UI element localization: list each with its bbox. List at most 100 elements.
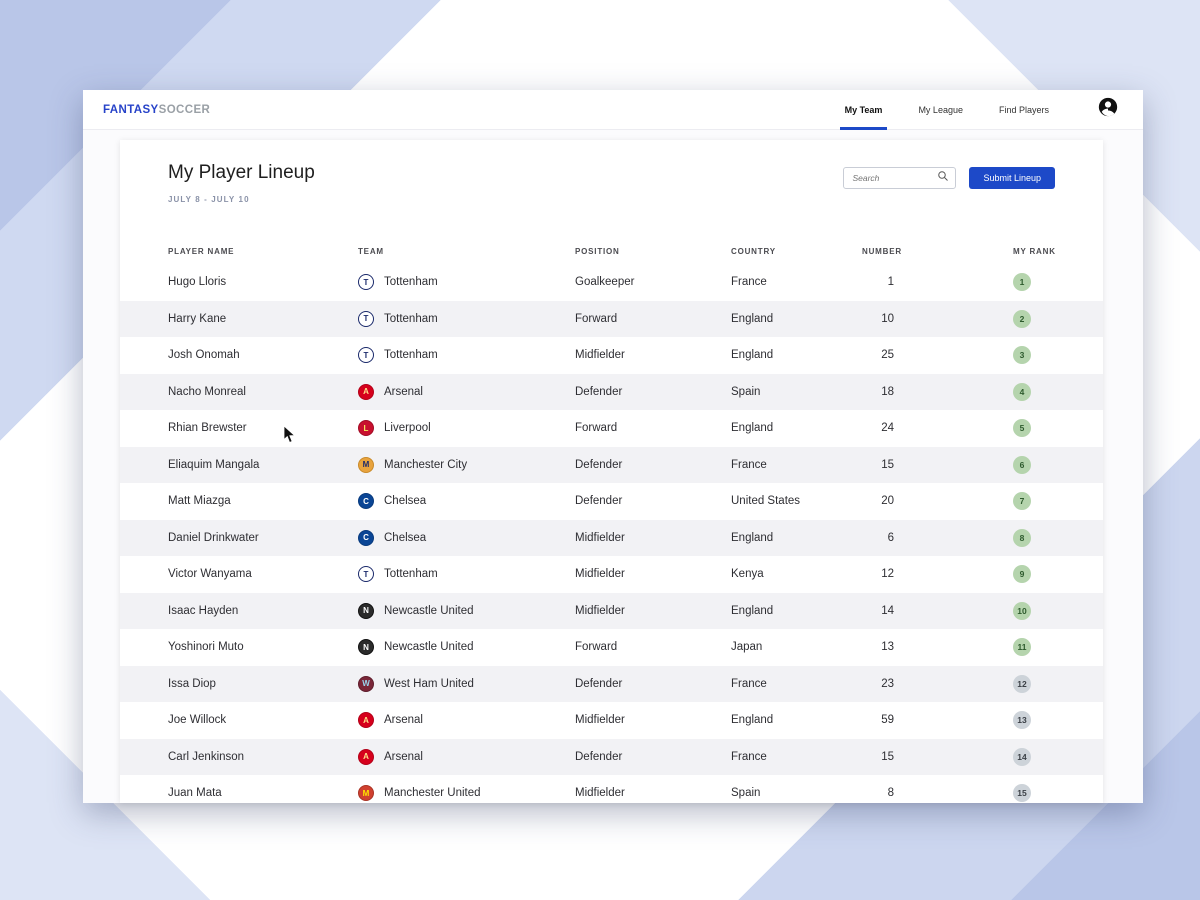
player-number: 24 (881, 422, 894, 435)
tottenham-crest-icon: T (358, 566, 374, 583)
team-name: Liverpool (384, 422, 431, 435)
table-row[interactable]: Victor Wanyama T Tottenham Midfielder Ke… (120, 556, 1103, 593)
player-position: Forward (575, 641, 618, 654)
west-ham-united-crest-icon: W (358, 675, 374, 692)
page-title: My Player Lineup (168, 162, 315, 183)
column-header-player-name: PLAYER NAME (168, 246, 235, 256)
search-input[interactable] (850, 172, 938, 184)
player-country: England (731, 422, 774, 435)
rank-badge: 6 (1013, 455, 1031, 474)
player-country: England (731, 604, 774, 617)
chelsea-crest-icon: C (358, 493, 374, 510)
nav-item-my-league[interactable]: My League (918, 90, 963, 130)
team-name: West Ham United (384, 677, 474, 690)
player-name: Isaac Hayden (168, 604, 239, 617)
main-nav: My Team My League Find Players (839, 90, 1119, 130)
liverpool-crest-icon: L (358, 420, 374, 437)
team-name: Newcastle United (384, 604, 474, 617)
team-name: Tottenham (384, 312, 438, 325)
player-number: 1 (887, 276, 894, 289)
player-country: France (731, 458, 767, 471)
team-name: Manchester City (384, 458, 468, 471)
table-row[interactable]: Juan Mata M Manchester United Midfielder… (120, 775, 1103, 803)
team-name: Arsenal (384, 714, 423, 727)
table-row[interactable]: Harry Kane T Tottenham Forward England 1… (120, 300, 1103, 337)
column-header-position: POSITION (575, 246, 620, 256)
table-row[interactable]: Rhian Brewster L Liverpool Forward Engla… (120, 410, 1103, 447)
app-window: FANTASYSOCCER My Team My League Find Pla… (83, 90, 1143, 803)
team-name: Manchester United (384, 787, 481, 800)
player-position: Midfielder (575, 714, 625, 727)
search-box[interactable] (843, 167, 957, 189)
table-row[interactable]: Carl Jenkinson A Arsenal Defender France… (120, 738, 1103, 775)
logo-part-fantasy: FANTASY (103, 103, 159, 116)
arsenal-crest-icon: A (358, 712, 374, 729)
player-number: 15 (881, 458, 894, 471)
rank-badge: 11 (1013, 638, 1031, 657)
column-header-my-rank: MY RANK (1013, 246, 1056, 256)
player-name: Carl Jenkinson (168, 750, 245, 763)
table-row[interactable]: Daniel Drinkwater C Chelsea Midfielder E… (120, 519, 1103, 556)
app-logo: FANTASYSOCCER (103, 104, 210, 116)
newcastle-united-crest-icon: N (358, 602, 374, 619)
player-position: Midfielder (575, 787, 625, 800)
rank-badge: 4 (1013, 382, 1031, 401)
player-name: Nacho Monreal (168, 385, 246, 398)
nav-item-find-players[interactable]: Find Players (999, 90, 1049, 130)
nav-item-my-team[interactable]: My Team (839, 90, 888, 130)
rank-badge: 8 (1013, 528, 1031, 547)
lineup-table: PLAYER NAME TEAM POSITION COUNTRY NUMBER… (120, 238, 1103, 803)
team-name: Tottenham (384, 276, 438, 289)
chelsea-crest-icon: C (358, 529, 374, 546)
table-header-row: PLAYER NAME TEAM POSITION COUNTRY NUMBER… (120, 238, 1103, 264)
player-number: 23 (881, 677, 894, 690)
table-body: Hugo Lloris T Tottenham Goalkeeper Franc… (120, 264, 1103, 803)
player-number: 18 (881, 385, 894, 398)
player-name: Harry Kane (168, 312, 227, 325)
player-number: 14 (881, 604, 894, 617)
search-icon (937, 169, 949, 187)
nav-label: Find Players (998, 104, 1049, 115)
tottenham-crest-icon: T (358, 347, 374, 364)
player-position: Forward (575, 312, 618, 325)
rank-badge: 13 (1013, 711, 1031, 730)
table-row[interactable]: Joe Willock A Arsenal Midfielder England… (120, 702, 1103, 739)
table-row[interactable]: Eliaquim Mangala M Manchester City Defen… (120, 446, 1103, 483)
manchester-city-crest-icon: M (358, 456, 374, 473)
table-row[interactable]: Isaac Hayden N Newcastle United Midfield… (120, 592, 1103, 629)
arsenal-crest-icon: A (358, 748, 374, 765)
team-name: Arsenal (384, 750, 423, 763)
player-number: 10 (881, 312, 894, 325)
account-button[interactable] (1097, 96, 1119, 123)
tottenham-crest-icon: T (358, 274, 374, 291)
player-country: Kenya (731, 568, 764, 581)
player-country: Spain (731, 787, 761, 800)
submit-lineup-button[interactable]: Submit Lineup (969, 167, 1055, 189)
player-country: England (731, 349, 774, 362)
player-position: Midfielder (575, 531, 625, 544)
table-row[interactable]: Yoshinori Muto N Newcastle United Forwar… (120, 629, 1103, 666)
title-block: My Player Lineup JULY 8 - JULY 10 (168, 162, 315, 204)
table-row[interactable]: Hugo Lloris T Tottenham Goalkeeper Franc… (120, 264, 1103, 301)
table-row[interactable]: Josh Onomah T Tottenham Midfielder Engla… (120, 337, 1103, 374)
player-country: Spain (731, 385, 761, 398)
player-position: Defender (575, 677, 623, 690)
column-header-country: COUNTRY (731, 246, 776, 256)
player-number: 8 (887, 787, 894, 800)
table-row[interactable]: Nacho Monreal A Arsenal Defender Spain 1… (120, 373, 1103, 410)
player-name: Daniel Drinkwater (168, 531, 259, 544)
table-row[interactable]: Issa Diop W West Ham United Defender Fra… (120, 665, 1103, 702)
manchester-united-crest-icon: M (358, 785, 374, 802)
player-position: Forward (575, 422, 618, 435)
app-header: FANTASYSOCCER My Team My League Find Pla… (83, 90, 1143, 130)
player-name: Joe Willock (168, 714, 227, 727)
player-position: Midfielder (575, 568, 625, 581)
rank-badge: 10 (1013, 601, 1031, 620)
player-position: Defender (575, 385, 623, 398)
rank-badge: 1 (1013, 273, 1031, 292)
header-controls: Submit Lineup (843, 167, 1055, 204)
lineup-card: My Player Lineup JULY 8 - JULY 10 Submit… (120, 140, 1103, 803)
table-row[interactable]: Matt Miazga C Chelsea Defender United St… (120, 483, 1103, 520)
team-name: Newcastle United (384, 641, 474, 654)
player-name: Josh Onomah (168, 349, 240, 362)
